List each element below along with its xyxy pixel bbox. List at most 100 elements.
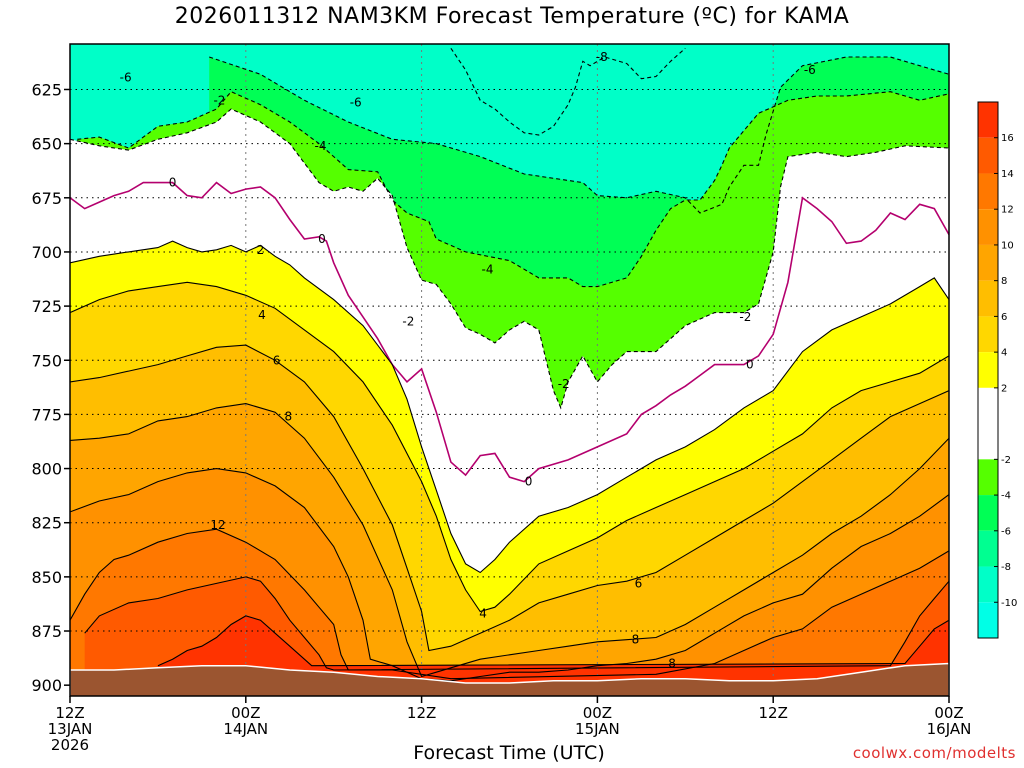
colorbar-label: -6 <box>1001 526 1011 537</box>
fill-region-cold-pocket <box>450 48 686 135</box>
contour-label: 0 <box>525 475 533 489</box>
contour-line-level-16 <box>157 615 949 667</box>
contour-line-level-10 <box>70 468 949 682</box>
colorbar-label: 8 <box>1001 276 1007 287</box>
colorbar-band <box>978 173 998 210</box>
contour-line-layer <box>70 47 949 682</box>
y-tick-label: 675 <box>31 189 62 208</box>
contour-line-level--6 <box>209 56 949 214</box>
contour-line-level-0 <box>70 181 949 483</box>
contour-label: 6 <box>635 576 643 590</box>
y-tick-label: 750 <box>31 351 62 370</box>
contour-line-level-12 <box>70 528 949 680</box>
contour-label: -2 <box>213 93 225 107</box>
x-tick-label: 14JAN <box>223 720 268 738</box>
colorbar-band <box>978 495 998 531</box>
y-tick-label: 850 <box>31 568 62 587</box>
temperature-fill-layer <box>70 44 949 696</box>
colorbar-label: -8 <box>1001 562 1011 573</box>
contour-line-level-6 <box>70 344 949 652</box>
colorbar-band <box>978 387 998 460</box>
x-tick-label: 2026 <box>51 736 89 754</box>
contour-label: -2 <box>558 377 570 391</box>
x-tick-label: 00Z <box>934 704 963 722</box>
colorbar-band <box>978 244 998 281</box>
y-tick-label: 900 <box>31 676 62 695</box>
contour-label: 8 <box>632 633 640 647</box>
contour-label: -4 <box>482 262 494 276</box>
contour-label: 8 <box>668 657 676 671</box>
colorbar-label: 16 <box>1001 133 1014 144</box>
contour-line-level-8 <box>70 403 949 678</box>
x-tick-label: 00Z <box>583 704 612 722</box>
x-tick-label: 12Z <box>407 704 436 722</box>
y-tick-label: 700 <box>31 243 62 262</box>
colorbar-band <box>978 316 998 353</box>
colorbar-label: 4 <box>1001 348 1007 359</box>
contour-label: 4 <box>258 308 266 322</box>
chart-title: 2026011312 NAM3KM Forecast Temperature (… <box>174 4 850 29</box>
colorbar-band <box>978 530 998 567</box>
x-tick-label: 15JAN <box>575 720 620 738</box>
contour-label: 2 <box>257 243 265 257</box>
contour-label-layer: -6 -6 -6 -8 -4 -4 -2 -2 -2 -2 0 0 0 0 2 4 4 6 6 8 8 8 12 <box>120 50 816 671</box>
colorbar-band <box>978 459 998 496</box>
terrain-fill <box>70 662 949 696</box>
colorbar-label: 10 <box>1001 240 1014 251</box>
x-tick-label: 12Z <box>55 704 84 722</box>
colorbar-label: -2 <box>1001 455 1011 466</box>
x-tick-label: 12Z <box>759 704 788 722</box>
colorbar-label: -4 <box>1001 491 1011 502</box>
y-tick-label: 825 <box>31 514 62 533</box>
contour-label: 12 <box>210 518 225 532</box>
x-tick-label: 16JAN <box>927 720 972 738</box>
colorbar-band <box>978 566 998 603</box>
y-tick-label: 625 <box>31 80 62 99</box>
contour-label: -2 <box>402 314 414 328</box>
colorbar-label: 12 <box>1001 205 1014 216</box>
colorbar-label: 14 <box>1001 169 1014 180</box>
colorbar-label: 2 <box>1001 383 1007 394</box>
y-axis: 625 650 675 700 725 750 775 800 825 850 875 900 <box>31 80 70 695</box>
contour-line-level--2 <box>70 108 949 410</box>
x-tick-label: 00Z <box>231 704 260 722</box>
contour-label: 0 <box>318 232 326 246</box>
colorbar-frame <box>977 101 999 639</box>
contour-label: 8 <box>284 410 292 424</box>
contour-label: 0 <box>746 358 754 372</box>
contour-line-level-2 <box>70 240 949 574</box>
colorbar: 16 14 12 10 8 6 4 2 -2 -4 -6 -8 -10 <box>977 101 1017 639</box>
contour-line-level--4 <box>77 91 949 288</box>
colorbar-band <box>978 137 998 174</box>
colorbar-band <box>978 352 998 388</box>
contour-label: -2 <box>739 310 751 324</box>
contour-label: -6 <box>804 63 816 77</box>
credit-text: coolwx.com/modelts <box>852 744 1016 762</box>
colorbar-band <box>978 102 998 138</box>
y-tick-label: 650 <box>31 135 62 154</box>
colorbar-label: -10 <box>1001 598 1017 609</box>
colorbar-label: 6 <box>1001 312 1007 323</box>
contour-label: -8 <box>596 50 608 64</box>
colorbar-band <box>978 209 998 245</box>
contour-label: -6 <box>120 71 132 85</box>
y-tick-label: 800 <box>31 460 62 479</box>
contour-label: -4 <box>315 139 327 153</box>
x-axis-label: Forecast Time (UTC) <box>413 742 605 764</box>
contour-label: 6 <box>273 353 281 367</box>
y-tick-label: 875 <box>31 622 62 641</box>
x-tick-label: 13JAN <box>48 720 93 738</box>
y-tick-label: 775 <box>31 405 62 424</box>
colorbar-band <box>978 280 998 317</box>
y-tick-label: 725 <box>31 297 62 316</box>
plot-frame <box>69 43 950 697</box>
contour-line-level--8 <box>450 47 686 136</box>
contour-label: 4 <box>479 607 487 621</box>
colorbar-band <box>978 602 998 638</box>
terrain-layer <box>70 662 949 696</box>
contour-label: 0 <box>169 176 177 190</box>
contour-label: -6 <box>350 95 362 109</box>
contour-line-level-14 <box>84 576 949 671</box>
